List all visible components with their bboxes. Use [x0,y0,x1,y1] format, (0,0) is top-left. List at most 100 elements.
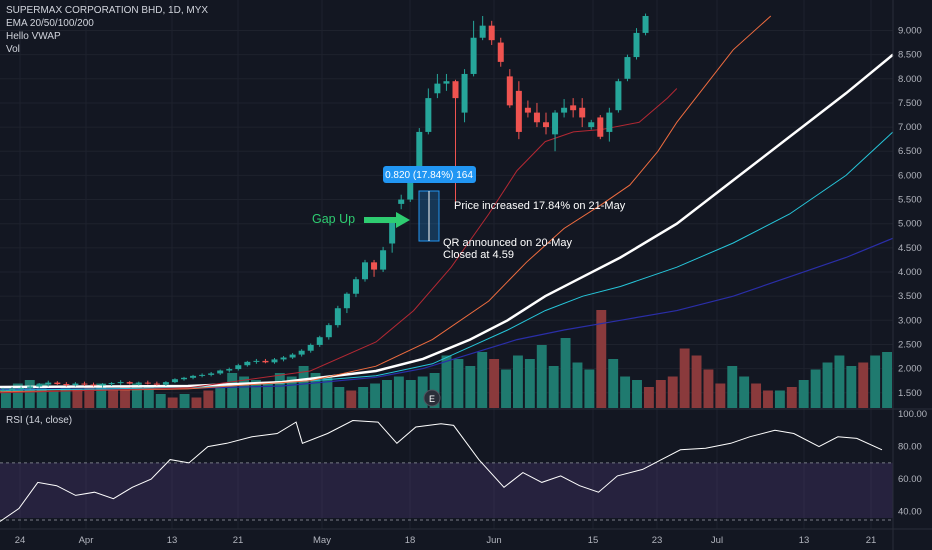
candle-body [208,373,215,375]
time-tick-label: 23 [652,535,663,546]
volume-bar [834,355,845,408]
volume-bar [560,338,571,408]
candle-body [271,359,278,363]
vwap-line [0,237,894,390]
volume-bar [382,380,392,408]
candle-body [352,279,359,294]
volume-bar [691,355,702,408]
ema-legend[interactable]: EMA 20/50/100/200 [6,18,94,29]
candle-body [434,83,441,94]
candle-body [316,337,323,345]
candle-body [298,350,305,355]
volume-bar [358,387,369,408]
volume-legend[interactable]: Vol [6,44,20,55]
candle-body [443,81,450,84]
volume-bar [703,369,714,408]
qr-note-line1: QR announced on 20-May [443,237,573,249]
candle-body [543,122,549,128]
candle-body [27,386,34,388]
candle-body [108,383,115,385]
candle-body [190,375,197,378]
candle-body [362,262,368,280]
volume-bar [548,366,559,408]
rsi-legend[interactable]: RSI (14, close) [6,415,73,426]
candle-body [597,117,604,137]
volume-bar [334,387,345,408]
candle-body [181,377,187,380]
candle-body [126,382,133,384]
volume-bar [346,390,357,408]
price-tick-label: 4.500 [898,243,922,254]
time-tick-label: 15 [588,535,599,546]
volume-bar [417,376,428,408]
volume-bar [798,380,809,408]
volume-bar [251,380,261,408]
volume-bar [48,390,59,408]
candle-body [289,354,296,358]
candle-body [325,325,332,338]
rsi-band [0,462,893,518]
candle-body [81,383,88,385]
volume-bar [108,390,119,408]
ema50-line [0,15,772,393]
axes: 1.500 2.000 2.500 3.000 3.500 4.000 4.500 5.000… [15,25,927,546]
volume-bar [763,390,773,408]
vwap-legend[interactable]: Hello VWAP [6,31,61,42]
volume-bar [393,376,404,408]
candle-body [524,107,531,113]
price-note: Price increased 17.84% on 21-May [454,200,626,212]
earnings-label: E [429,394,435,404]
volume-bar [608,359,619,408]
candle-body [570,105,577,111]
candle-body [497,42,504,62]
volume-bar [143,387,154,408]
volume-bar [453,359,464,408]
candle-body [18,387,25,389]
volume-bar [167,397,178,408]
candle-body [280,357,287,360]
candle-body [642,16,649,33]
time-tick-label: Apr [79,535,94,546]
candle-body [307,344,314,351]
candle-body [153,383,160,385]
price-tick-label: 7.000 [898,122,922,133]
price-tick-label: 8.500 [898,50,922,61]
volume-bar [179,394,190,408]
candle-body [253,360,260,362]
volume-bar [96,383,107,408]
time-tick-label: 13 [167,535,178,546]
volume-bar [870,355,881,408]
candle-body [99,384,106,386]
candle-body [371,262,378,270]
rsi-pane [0,419,893,522]
volume-bar [465,366,476,408]
candle-body [552,112,559,135]
volume-bar [882,352,892,408]
volume-bar [822,362,833,408]
candle-body [488,25,495,41]
legend: SUPERMAX CORPORATION BHD, 1D, MYX EMA 20… [6,4,208,56]
gap-up-arrow-icon [364,212,410,228]
volume-bar [155,394,166,408]
price-tick-label: 2.500 [898,339,922,350]
volume-bar [512,355,523,408]
candle-body [262,360,269,363]
candle-body [588,122,595,128]
volume-bar [524,359,535,408]
candle-body [606,112,613,132]
volume-bar [120,387,130,408]
candle-body [461,73,468,113]
volume-bar [370,383,381,408]
volume-bar [84,387,95,408]
volume-bar [501,369,511,408]
price-tick-label: 2.000 [898,364,922,375]
measure-label: 0.820 (17.84%) 164 [385,170,473,181]
symbol-title[interactable]: SUPERMAX CORPORATION BHD, 1D, MYX [6,5,209,16]
volume-bar [239,376,250,408]
earnings-marker[interactable] [423,389,441,407]
candle-body [45,382,52,385]
price-tick-label: 7.500 [898,98,922,109]
ema20-line [0,88,678,394]
candle-body [334,308,341,326]
